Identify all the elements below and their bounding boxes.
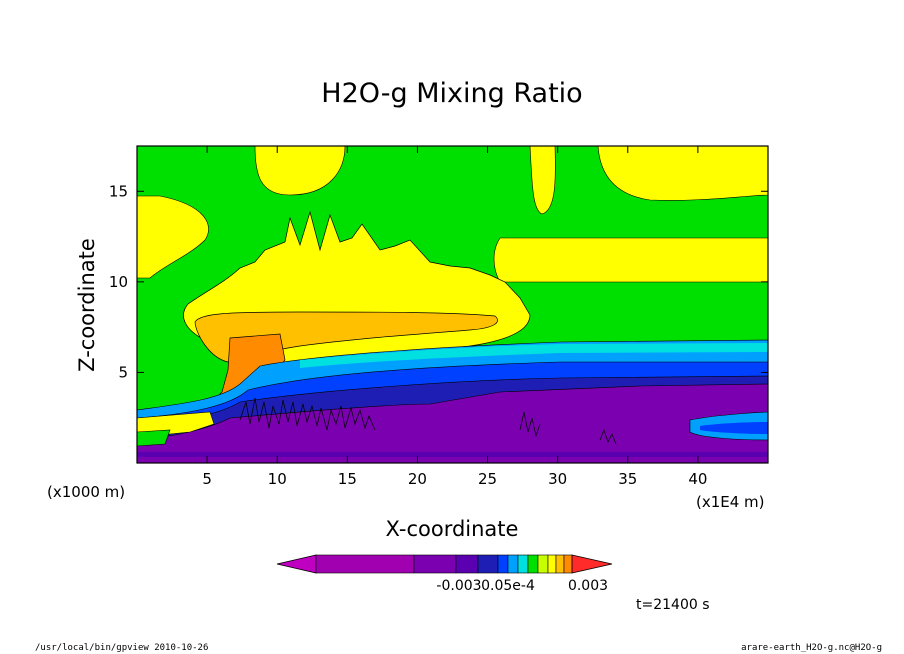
- colorbar-swatch: [555, 554, 565, 574]
- colorbar-swatch: [517, 554, 529, 574]
- region-surface-right-2: [700, 422, 768, 434]
- x-tick-label: 40: [688, 470, 707, 488]
- time-label: t=21400 s: [636, 597, 710, 613]
- plot-area: [136, 145, 769, 464]
- region-yellow-top-2: [529, 146, 556, 215]
- colorbar-swatch: [527, 554, 539, 574]
- colorbar-arrow-right: [571, 554, 613, 574]
- colorbar-arrow-left: [276, 554, 317, 574]
- colorbar-swatch: [315, 554, 415, 574]
- footer-right: arare-earth_H2O-g.nc@H2O-g: [741, 643, 882, 653]
- region-yellow-right: [493, 237, 768, 283]
- colorbar-swatch: [477, 554, 499, 574]
- region-yellow-left: [137, 195, 209, 279]
- footer-left: /usr/local/bin/gpview 2010-10-26: [35, 643, 208, 653]
- x-tick-label: 10: [268, 470, 287, 488]
- x-tick-label: 15: [338, 470, 357, 488]
- y-axis: 5 10 15: [109, 182, 768, 381]
- colorbar-swatch: [455, 554, 479, 574]
- y-tick-label: 15: [109, 182, 128, 200]
- region-bottom-stripe: [137, 452, 768, 457]
- region-bottom-stripe-2: [137, 457, 768, 463]
- x-tick-label: 20: [408, 470, 427, 488]
- contour-noise: [239, 397, 617, 445]
- region-yellow-top-3: [597, 146, 768, 201]
- x-axis-label: X-coordinate: [386, 517, 519, 541]
- plot-frame: [136, 145, 769, 464]
- x-tick-label: 25: [478, 470, 497, 488]
- x-tick-label: 30: [548, 470, 567, 488]
- chart-title: H2O-g Mixing Ratio: [321, 78, 582, 109]
- colorbar-swatch: [547, 554, 557, 574]
- y-axis-label: Z-coordinate: [75, 238, 99, 372]
- x-tick-label: 35: [618, 470, 637, 488]
- x-tick-label: 5: [202, 470, 212, 488]
- colorbar-swatch: [497, 554, 509, 574]
- colorbar-label: -0.003: [436, 578, 481, 594]
- colorbar: -0.003 0.05e-4 0.003: [276, 554, 613, 594]
- colorbar-label: 0.003: [568, 578, 608, 594]
- x-axis: 5 10 15 20 25 30 35 40: [202, 146, 707, 488]
- y-tick-label: 5: [118, 363, 128, 381]
- region-yellow-top-1: [254, 146, 346, 196]
- region-light-cyan: [300, 343, 768, 368]
- colorbar-swatch: [537, 554, 549, 574]
- x-unit-left: (x1000 m): [47, 483, 125, 501]
- colorbar-label: 0.05e-4: [481, 578, 535, 594]
- y-tick-label: 10: [109, 273, 128, 291]
- colorbar-swatch: [413, 554, 457, 574]
- colorbar-swatch: [507, 554, 519, 574]
- region-surface-green-left: [137, 429, 171, 447]
- colorbar-swatch: [563, 554, 573, 574]
- x-unit-right: (x1E4 m): [696, 493, 765, 511]
